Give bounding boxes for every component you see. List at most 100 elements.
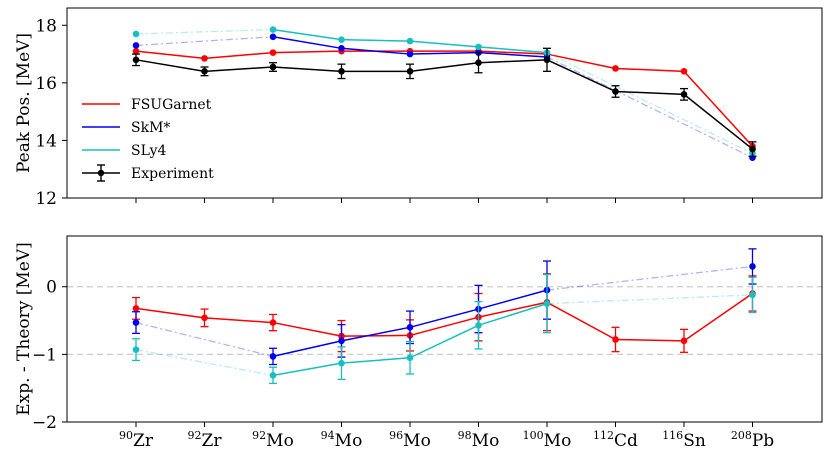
bottom-skm-dashed-link [135,321,274,358]
top-experiment-segment [615,90,685,96]
top-series-fsugarnet [132,47,756,150]
top-fsugarnet-segment [683,70,754,147]
bottom-fsugarnet-segment [204,317,274,324]
top-experiment-segment [204,66,274,73]
top-fsugarnet-point [201,55,208,62]
top-skm-point [406,50,414,58]
x-tick-label-90zr: 90Zr [119,429,154,451]
top-experiment-segment [272,66,342,73]
bottom-fsugarnet-point [612,336,619,343]
bottom-fsugarnet-segment [341,334,411,337]
top-skm-point [132,42,140,49]
bottom-sly4-point [269,372,277,379]
bottom-fsugarnet-segment [409,316,479,337]
bottom-skm-point [749,263,756,270]
top-sly4-point [338,36,345,43]
bottom-skm-point [406,324,414,331]
top-experiment-segment [478,59,548,64]
legend-experiment-label: Experiment [131,166,214,182]
top-experiment-point [269,63,277,71]
top-experiment-point [543,56,551,64]
bottom-fsugarnet-segment [272,321,342,337]
bottom-axes-frame [66,235,823,423]
top-fsugarnet-point [132,47,140,55]
top-sly4-point [475,43,482,51]
top-skm-dashed-link [546,56,753,159]
x-tick-label-96mo: 96Mo [389,429,431,451]
bottom-skm-segment [341,326,411,342]
bottom-skm-point [132,319,140,326]
top-skm-segment [409,51,479,55]
top-fsugarnet-segment [272,50,342,54]
top-experiment-point [749,145,756,153]
bottom-sly4-point [406,354,414,362]
top-series-experiment [132,47,757,157]
top-fsugarnet-segment [204,51,274,60]
bottom-fsugarnet-segment [135,307,205,319]
legend: FSUGarnet SkM* SLy4 Experiment [82,97,214,182]
top-panel: 12 14 16 18 Peak Pos. [MeV] FSUGarnet SkM* … [14,7,823,209]
top-experiment-point [612,88,619,95]
top-fsugarnet-point [680,68,688,75]
bottom-sly4-point [475,321,482,329]
top-axes-frame [66,7,823,199]
bottom-skm-segment [272,340,342,358]
top-fsugarnet-segment [615,67,685,73]
bottom-sly4-segment [272,362,342,377]
bottom-sly4-point [749,291,756,299]
bottom-series-sly4 [132,273,757,385]
top-fsugarnet-point [612,65,619,72]
top-fsugarnet-segment [546,53,616,70]
bottom-sly4-dashed-link [546,294,753,305]
top-experiment-point [132,56,140,64]
bottom-fsugarnet-segment [478,301,548,318]
top-ytick-label: 12 [35,189,57,209]
top-fsugarnet-segment [478,50,548,55]
top-sly4-point [406,37,414,45]
top-experiment-segment [546,59,616,93]
x-tick-label-92mo: 92Mo [252,429,294,451]
x-tick-label-100mo: 100Mo [523,429,572,451]
top-skm-segment [341,47,411,55]
bottom-sly4-segment [341,356,411,364]
bottom-skm-segment [478,289,548,310]
top-ytick-label: 18 [35,16,57,36]
bottom-fsugarnet-point [132,305,140,312]
bottom-sly4-point [338,359,345,367]
x-tick-label-208pb: 208Pb [731,429,774,451]
top-sly4-segment [272,28,342,41]
bottom-skm-segment [409,308,479,329]
bottom-y-axis-label: Exp. - Theory [MeV] [14,242,34,416]
bottom-fsugarnet-point [201,314,208,322]
bottom-skm-point [338,337,345,345]
top-skm-segment [478,51,548,58]
top-ytick-label: 16 [35,74,57,94]
top-experiment-point [406,68,414,75]
top-skm-segment [272,36,342,50]
top-experiment-point [338,68,345,75]
top-experiment-point [680,91,688,98]
top-y-axis-label: Peak Pos. [MeV] [14,33,34,173]
top-sly4-point [269,26,277,33]
top-series-sly4 [132,26,756,157]
x-tick-label-112cd: 112Cd [593,429,638,451]
bottom-fsugarnet-point [680,337,688,345]
top-sly4-point [132,30,140,38]
top-experiment-point [475,59,482,66]
legend-skm-label: SkM* [131,120,170,136]
legend-experiment-marker [97,169,105,177]
x-tick-label-116sn: 116Sn [662,429,706,451]
top-experiment-segment [135,59,205,73]
x-tick-label-94mo: 94Mo [321,429,363,451]
bottom-fsugarnet-segment [615,338,685,342]
legend-fsugarnet-label: FSUGarnet [131,97,212,113]
bottom-skm-dashed-link [546,265,753,291]
top-sly4-dashed-link [546,52,753,154]
bottom-ytick-label: −2 [32,413,57,433]
top-fsugarnet-point [269,49,277,56]
bottom-sly4-segment [478,302,548,326]
bottom-sly4-segment [409,324,479,359]
top-sly4-segment [409,40,479,48]
top-skm-point [269,33,277,41]
